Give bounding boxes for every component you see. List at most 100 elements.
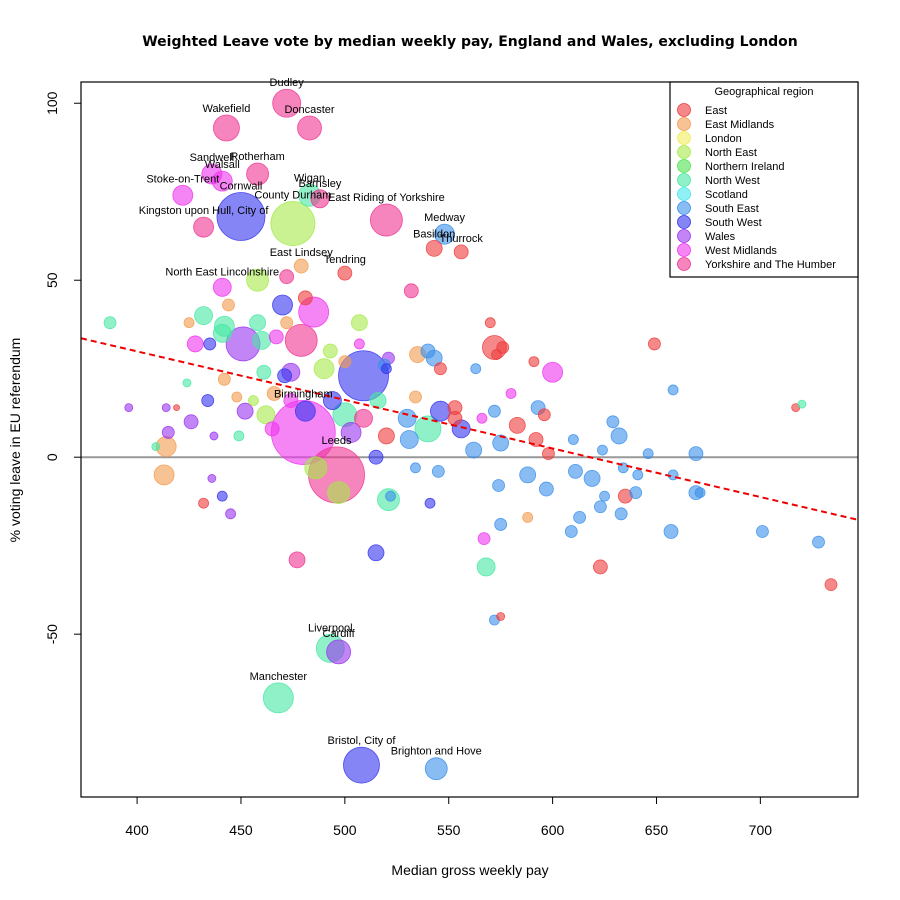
legend-box [669,81,859,278]
data-point [488,404,501,418]
legend-swatch [677,117,691,131]
data-point [508,416,526,434]
data-point [233,430,245,442]
data-point [599,490,610,502]
data-point [447,410,463,426]
data-point [213,114,240,142]
point-label: East Lindsey [270,247,333,259]
data-point [124,403,134,413]
point-label: Wakefield [202,103,250,115]
data-point [249,314,266,332]
data-point [252,330,272,350]
legend-swatch [677,159,691,173]
data-point [284,323,318,357]
data-point [354,408,373,428]
data-point [812,535,825,549]
legend-swatch [677,173,691,187]
x-tick-label: 650 [645,822,669,838]
legend-entry-label: London [705,133,742,145]
data-point [399,430,419,449]
y-tick-label: 0 [44,453,60,461]
data-point [262,682,294,714]
point-label: Dudley [270,77,305,89]
data-point [294,400,316,422]
data-point [688,446,704,462]
data-point [494,518,508,531]
data-point [297,115,322,141]
data-point [519,466,537,484]
point-label: Bristol, City of [328,735,397,747]
data-point [212,323,232,343]
data-point [151,442,161,451]
data-point [310,189,330,209]
data-point [340,422,362,443]
data-point [597,444,608,456]
data-point [492,479,505,492]
data-point [377,427,395,445]
point-label: North East Lincolnshire [165,266,279,278]
legend-entry-label: North West [705,175,760,187]
data-point [434,362,447,376]
data-point [694,487,706,498]
data-point [266,386,282,401]
data-point [186,335,204,353]
data-point [256,405,276,425]
data-point [409,390,422,404]
data-point [430,400,451,422]
data-point [183,317,195,329]
data-point [667,384,679,396]
data-point [211,170,233,192]
data-point [420,343,436,359]
data-point [369,203,403,237]
point-label: East Riding of Yorkshire [328,192,445,204]
data-point [403,283,419,299]
point-label: Thurrock [439,233,483,245]
y-tick-label: 100 [44,91,60,115]
data-point [198,497,209,509]
data-point [338,355,352,369]
data-point [161,426,175,439]
point-label: Brighton and Hove [391,746,482,758]
point-label: Sandwell [190,152,235,164]
data-point [573,510,587,524]
point-label: Basildon [413,228,455,240]
point-labels-layer: Dudley Wakefield Doncaster SandwellRotherha… [139,77,484,757]
data-point [268,329,284,345]
data-point [537,408,551,422]
data-point [453,244,469,260]
data-point [425,239,443,257]
legend-swatch [677,201,691,215]
point-label: Leeds [322,435,352,447]
data-point [367,544,385,562]
point-label: Medway [424,212,465,224]
data-point [592,559,608,575]
data-point [414,415,442,443]
data-point [183,414,199,430]
data-point [279,269,295,285]
data-point [610,427,628,445]
data-point [246,162,269,186]
legend-swatch [677,145,691,159]
data-point [161,403,171,413]
data-point [522,511,534,523]
data-point [368,449,384,465]
data-point [614,507,628,521]
data-point [431,464,445,478]
x-tick-label: 450 [229,822,253,838]
data-point [343,746,380,784]
legend-entry-label: North East [705,147,757,159]
data-point [824,578,838,592]
data-point [182,378,192,388]
legend-entry-label: South East [705,203,759,215]
data-point [492,434,510,452]
data-point [434,223,455,245]
point-label: Doncaster [284,104,334,116]
data-point [264,421,280,437]
x-tick-label: 700 [749,822,773,838]
data-point [476,557,496,577]
y-tick-label: 50 [44,272,60,288]
data-point [272,88,302,118]
plot-frame [80,81,859,798]
data-point [496,612,506,621]
